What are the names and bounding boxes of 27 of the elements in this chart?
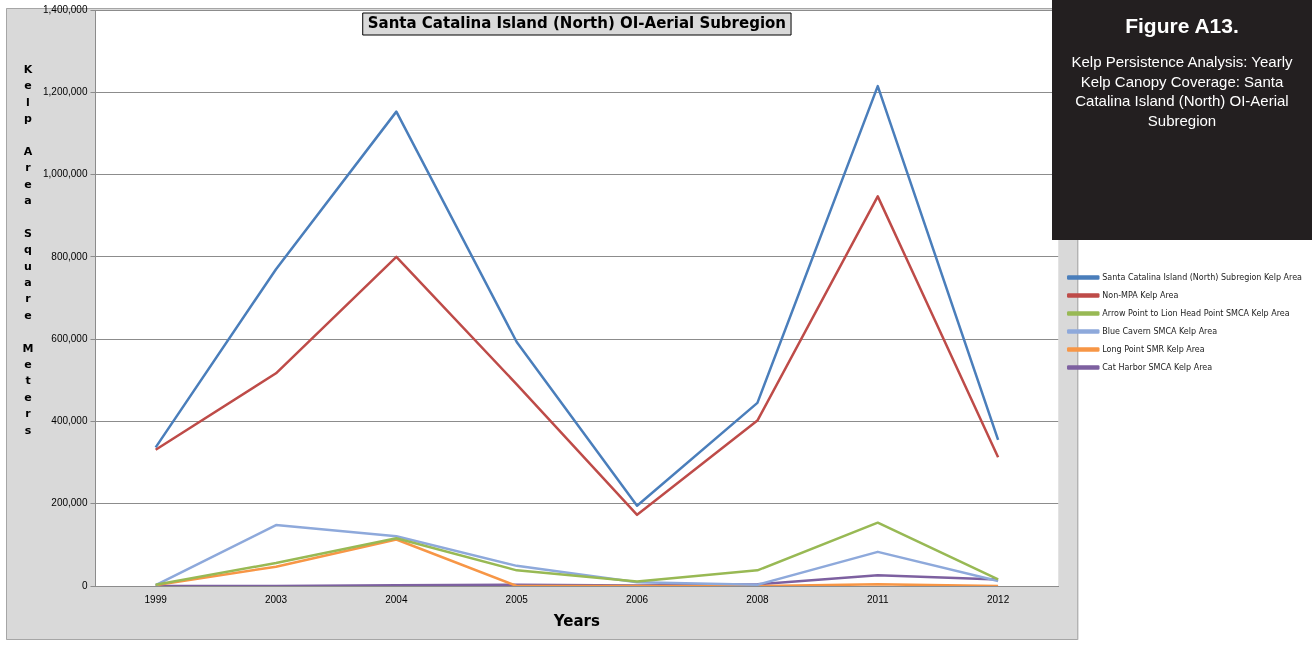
caption: Figure A13. (1124, 14, 1240, 38)
chart-title: Santa Catalina Island (North) OI-Aerial Subregion (367, 13, 787, 32)
legend-label: Arrow Point to Lion Head Point SMCA Kelp Area (1102, 308, 1290, 318)
y-tick-label: 600,000 (51, 332, 88, 344)
x-tick-label: 2008 (746, 593, 769, 605)
x-tick-label: 2011 (867, 593, 889, 605)
text: Kelp Area Square Meters (22, 62, 34, 437)
y-tick-label: 400,000 (51, 415, 88, 427)
x-tick-label: 2003 (264, 593, 288, 605)
legend-label: Santa Catalina Island (North) Subregion Kelp Area (1102, 272, 1303, 282)
x-tick-label: 2006 (625, 593, 649, 605)
x-tick-label: 1999 (144, 593, 168, 605)
y-tick-label: 1,200,000 (42, 86, 88, 98)
legend-label: Cat Harbor SMCA Kelp Area (1102, 362, 1213, 372)
legend-label: Non-MPA Kelp Area (1102, 290, 1179, 300)
y-tick-label: 800,000 (51, 250, 88, 262)
x-tick-label: 2012 (986, 593, 1010, 605)
y-tick-label: 1,400,000 (42, 3, 88, 15)
y-tick-label: 1,000,000 (42, 168, 88, 180)
x-axis-title: Years (552, 611, 601, 630)
legend-label: Blue Cavern SMCA Kelp Area (1102, 326, 1218, 336)
caption-box: Figure A13. Kelp Persistence Analysis: Yearly Kelp Canopy Coverage: Santa Catalina Island (North) OI-Aerial Subregion (1052, 0, 1312, 240)
x-tick-label: 2004 (385, 593, 408, 605)
y-tick-label: 200,000 (51, 497, 88, 509)
x-tick-label: 2005 (505, 593, 529, 605)
legend-label: Long Point SMR Kelp Area (1102, 344, 1205, 354)
y-tick-label: 0 (81, 579, 88, 591)
